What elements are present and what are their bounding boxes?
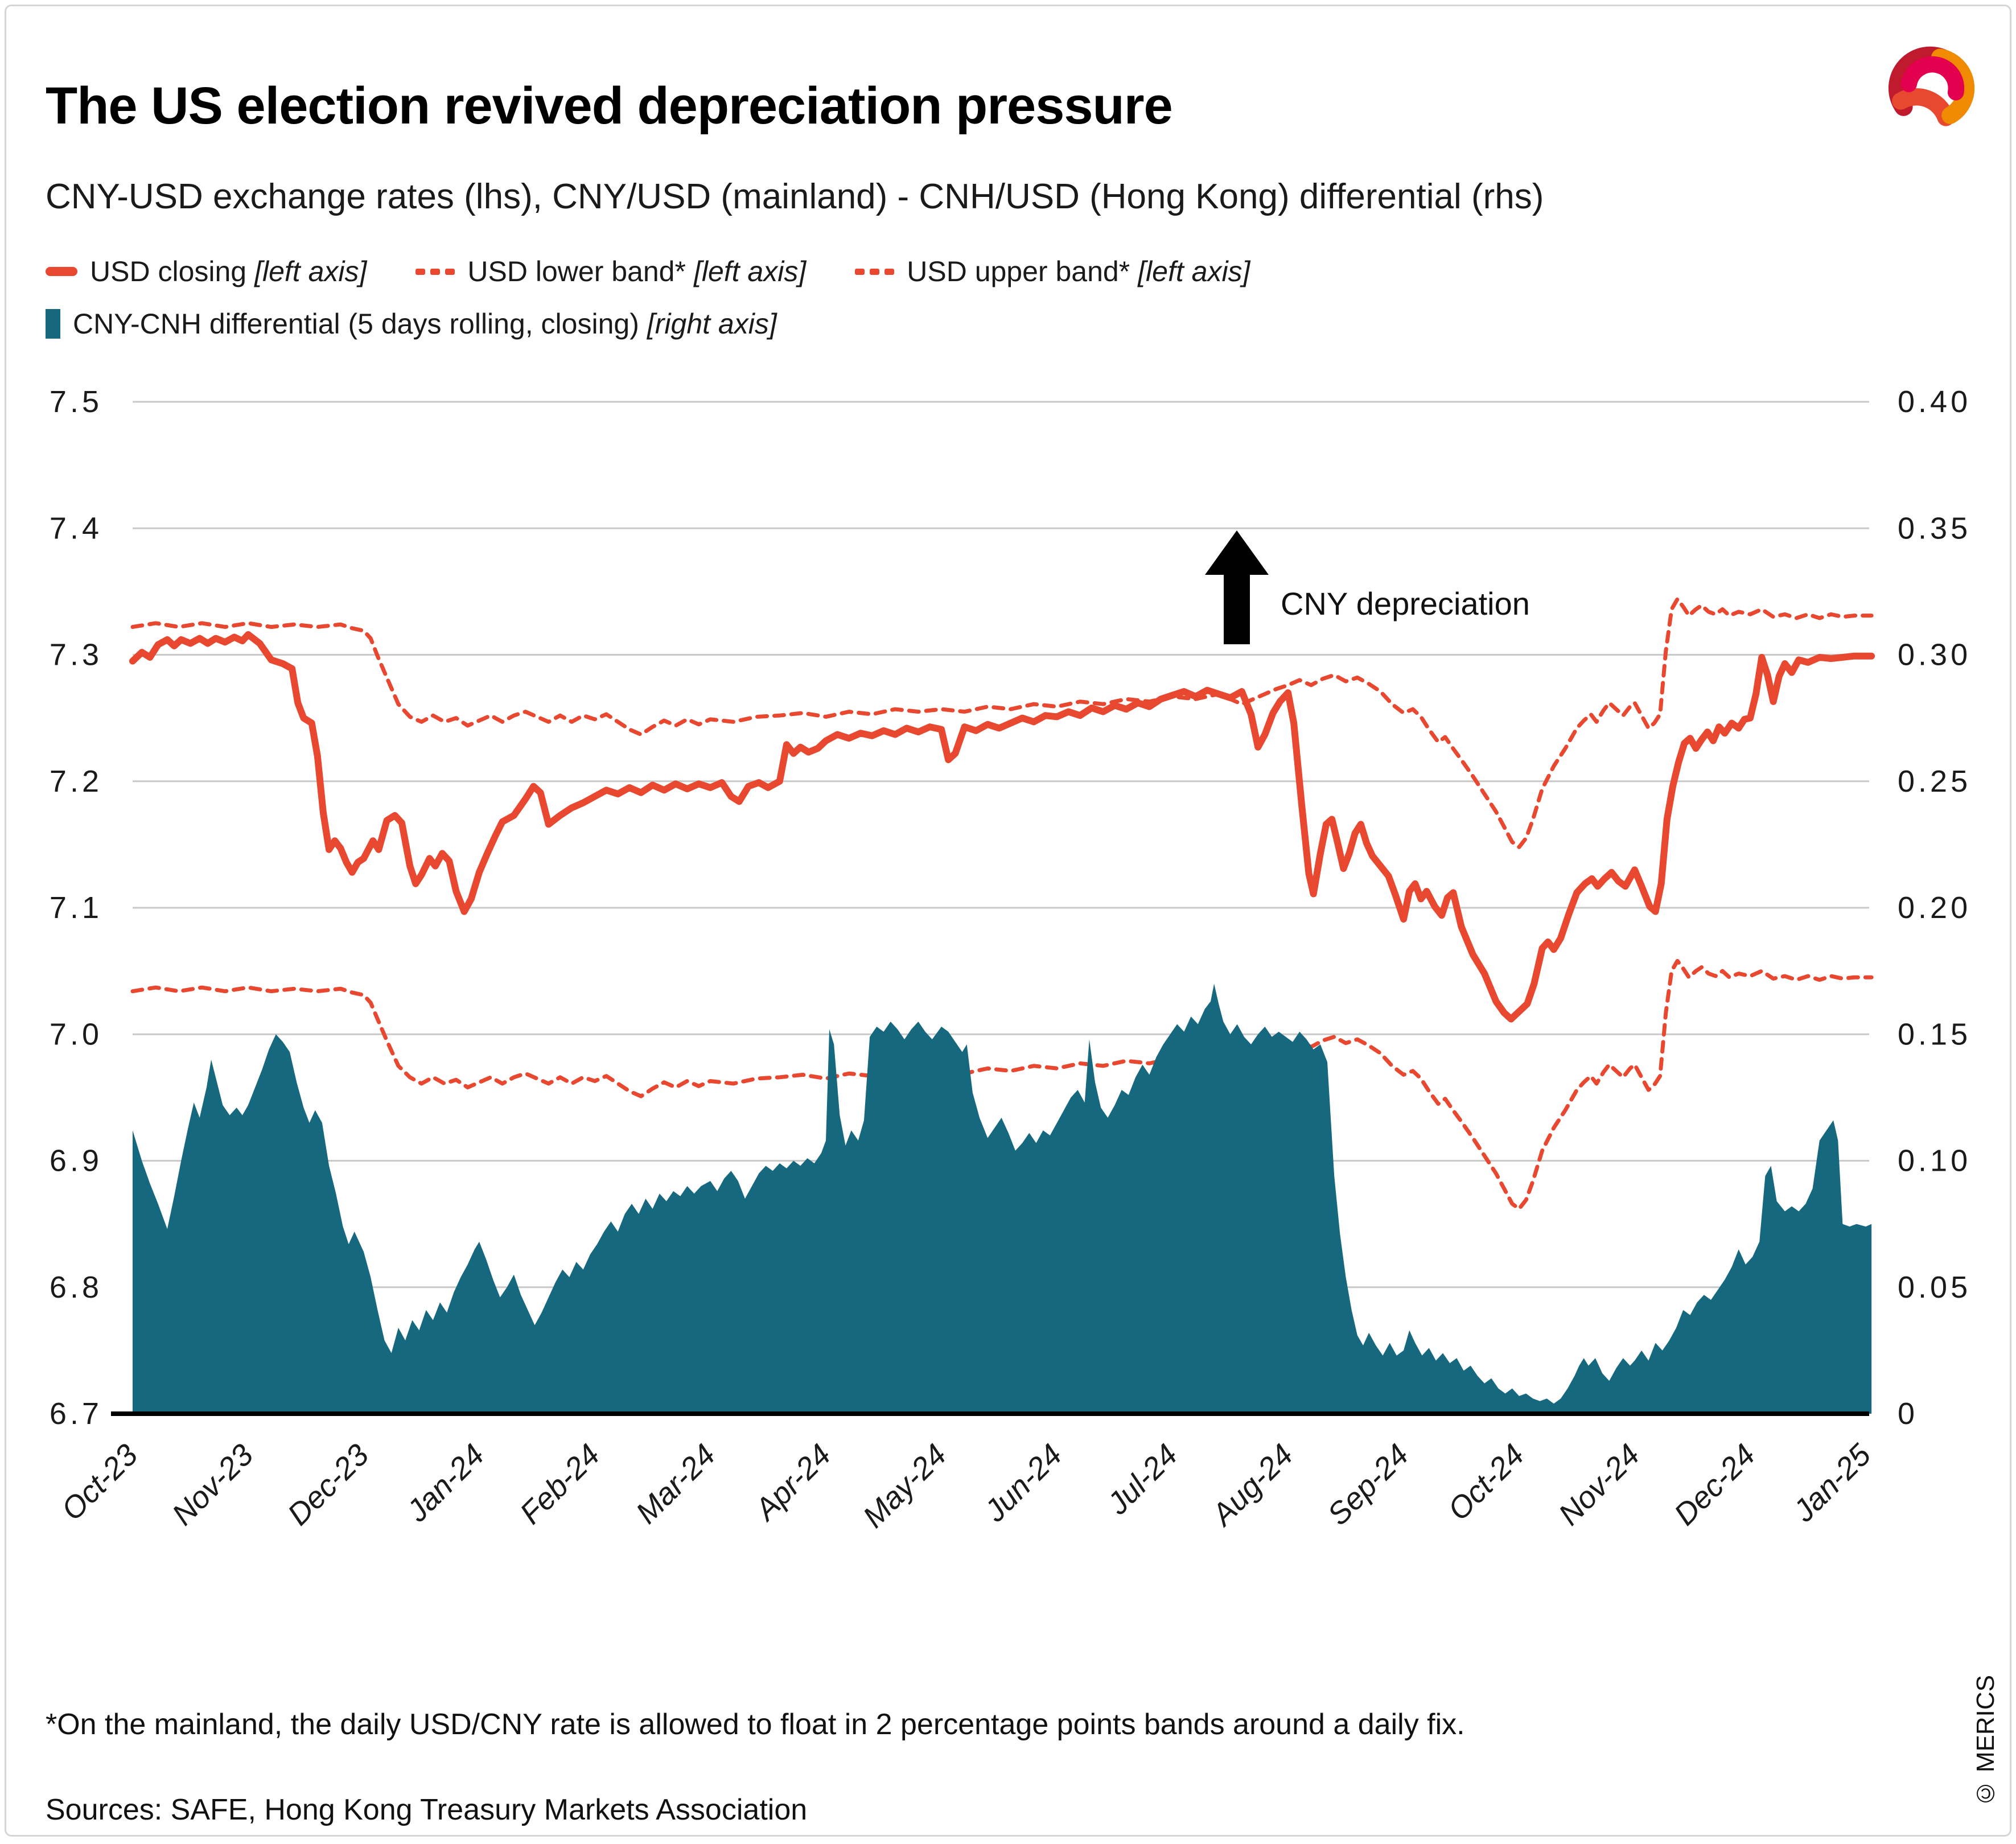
series-area-cny-cnh-differential: [133, 983, 1872, 1414]
dashed-line-marker-icon: [415, 268, 455, 275]
sources: Sources: SAFE, Hong Kong Treasury Market…: [46, 1793, 808, 1826]
up-arrow-icon: [1205, 530, 1269, 644]
chart-card: [5, 5, 2011, 1837]
right-axis-tick-label: 0: [1898, 1397, 1918, 1431]
chart-subtitle: CNY-USD exchange rates (lhs), CNY/USD (m…: [46, 177, 1544, 216]
left-axis-tick-label: 6.9: [50, 1144, 102, 1178]
right-axis-tick-label: 0.20: [1898, 891, 1971, 925]
series-line-usd-closing: [129, 631, 1875, 1023]
x-axis-tick-label: Sep-24: [1321, 1438, 1416, 1532]
legend-label: USD closing: [90, 256, 247, 287]
right-axis-tick-label: 0.30: [1898, 638, 1971, 672]
left-axis-tick-label: 7.5: [50, 385, 102, 419]
area-marker-icon: [46, 309, 60, 339]
legend-item-usd-upper-band: USD upper band* [left axis]: [855, 255, 1250, 288]
legend-axis-note: [left axis]: [1138, 256, 1250, 287]
footnote: *On the mainland, the daily USD/CNY rate…: [46, 1708, 1465, 1741]
x-axis-tick-label: Nov-24: [1552, 1438, 1647, 1532]
x-axis-tick-label: Feb-24: [513, 1438, 606, 1530]
copyright: © MERICS: [1972, 1674, 1999, 1807]
left-axis-tick-label: 6.7: [50, 1397, 102, 1431]
cny-depreciation-annotation: CNY depreciation: [1281, 586, 1530, 621]
logo-pink-arc: [1900, 56, 1965, 101]
x-axis-tick-label: Mar-24: [630, 1438, 722, 1530]
left-axis-tick-label: 7.2: [50, 764, 102, 798]
left-axis-tick-label: 7.1: [50, 891, 102, 925]
x-axis-tick-label: Nov-23: [166, 1438, 260, 1532]
page-title: The US election revived depreciation pre…: [46, 76, 1173, 135]
left-axis-tick-label: 7.3: [50, 638, 102, 672]
x-axis-tick-label: Apr-24: [747, 1438, 837, 1528]
legend: USD closing [left axis] USD lower band* …: [46, 255, 1924, 360]
logo-orange-arc: [1931, 48, 1975, 124]
left-axis-tick-label: 6.8: [50, 1270, 102, 1304]
right-axis-tick-label: 0.05: [1898, 1270, 1971, 1304]
legend-axis-note: [right axis]: [647, 308, 777, 340]
legend-item-usd-closing: USD closing [left axis]: [46, 255, 367, 288]
legend-label: CNY-CNH differential (5 days rolling, cl…: [73, 308, 639, 340]
x-axis-tick-label: Oct-23: [55, 1438, 144, 1527]
x-axis-tick-label: Jun-24: [978, 1438, 1069, 1529]
legend-item-cny-cnh-differential: CNY-CNH differential (5 days rolling, cl…: [46, 307, 777, 340]
right-axis-tick-label: 0.35: [1898, 511, 1971, 545]
x-axis-tick-label: Jan-25: [1787, 1437, 1878, 1529]
legend-item-usd-lower-band: USD lower band* [left axis]: [415, 255, 806, 288]
x-axis-tick-label: Aug-24: [1204, 1438, 1300, 1533]
right-axis-tick-label: 0.25: [1898, 764, 1971, 798]
legend-label: USD lower band*: [467, 256, 686, 287]
solid-line-marker-icon: [46, 267, 77, 276]
x-axis-tick-label: Oct-24: [1441, 1438, 1530, 1527]
series-line-usd-upper-band-: [130, 597, 1874, 849]
legend-row-1: USD closing [left axis] USD lower band* …: [46, 255, 1924, 288]
left-axis-tick-label: 7.4: [50, 511, 102, 545]
left-axis-tick-label: 7.0: [50, 1017, 102, 1051]
x-axis-tick-label: Dec-23: [281, 1438, 376, 1532]
legend-axis-note: [left axis]: [693, 256, 807, 287]
dashed-line-marker-icon: [855, 268, 895, 275]
right-axis-tick-label: 0.10: [1898, 1144, 1971, 1178]
right-axis-tick-label: 0.15: [1898, 1017, 1971, 1051]
x-axis-tick-label: Jan-24: [400, 1438, 491, 1529]
legend-label: USD upper band*: [907, 256, 1130, 287]
x-axis-tick-label: Dec-24: [1668, 1438, 1762, 1532]
x-axis-tick-label: May-24: [857, 1438, 953, 1534]
legend-row-2: CNY-CNH differential (5 days rolling, cl…: [46, 307, 1924, 340]
merics-logo: [1888, 46, 1975, 126]
right-axis-tick-label: 0.40: [1898, 385, 1971, 419]
x-axis-tick-label: Jul-24: [1100, 1438, 1184, 1521]
legend-axis-note: [left axis]: [254, 256, 367, 287]
series-line-usd-lower-band-: [130, 958, 1874, 1211]
